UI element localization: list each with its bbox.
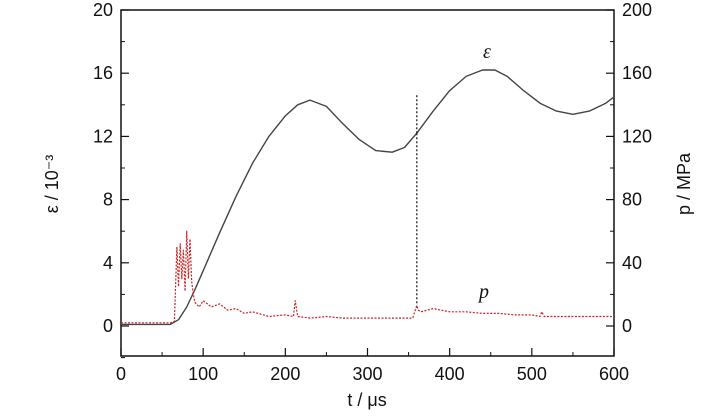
p-series-line: [121, 230, 614, 324]
x-tick-label: 500: [517, 364, 547, 384]
x-tick-label: 400: [435, 364, 465, 384]
y-right-tick-label: 40: [622, 253, 642, 273]
y-left-tick-label: 8: [103, 190, 113, 210]
y-right-tick-label: 0: [622, 316, 632, 336]
x-tick-label: 0: [116, 364, 126, 384]
plot-frame: [120, 9, 615, 357]
y-right-tick-label: 200: [622, 0, 652, 20]
y-left-tick-label: 4: [103, 253, 113, 273]
x-tick-label: 600: [599, 364, 629, 384]
x-tick-label: 200: [270, 364, 300, 384]
y-left-tick-label: 0: [103, 316, 113, 336]
y-right-tick-label: 160: [622, 63, 652, 83]
y-left-tick-label: 20: [93, 0, 113, 20]
labels-layer: 0 100 200 300 400 500 600048121620040801201602…: [93, 0, 652, 384]
x-axis-title: t / μs: [347, 390, 386, 410]
epsilon-series-line: [121, 69, 615, 326]
series-label-p: p: [477, 281, 489, 303]
y-left-tick-label: 12: [93, 126, 113, 146]
y-right-tick-label: 80: [622, 190, 642, 210]
x-tick-label: 300: [352, 364, 382, 384]
y-right-tick-label: 120: [622, 126, 652, 146]
series-layer: [121, 69, 615, 326]
y-right-axis-title: p / MPa: [674, 152, 694, 215]
y-left-axis-title: ε / 10⁻³: [42, 155, 62, 214]
ticks-layer: [120, 9, 615, 359]
y-left-tick-label: 16: [93, 63, 113, 83]
series-label-epsilon: ε: [483, 41, 491, 63]
x-tick-label: 100: [188, 364, 218, 384]
